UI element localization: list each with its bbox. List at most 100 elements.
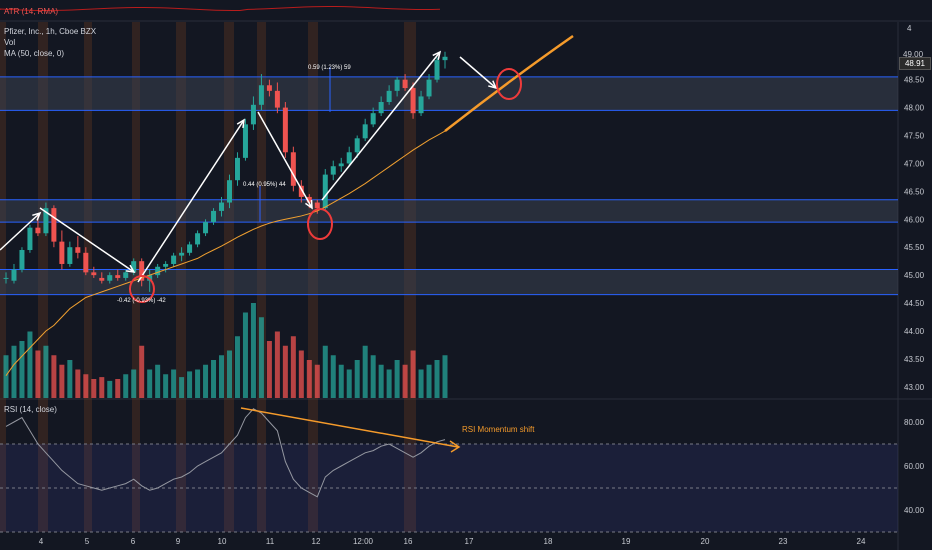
swing-arrowhead-1 (125, 264, 136, 273)
candle-body (139, 261, 145, 281)
price-tick-label: 48.50 (904, 76, 925, 85)
candle-body (171, 255, 177, 264)
swing-arrowhead-3 (305, 199, 313, 210)
volume-bar (35, 350, 41, 398)
volume-bar (115, 379, 121, 398)
volume-bar (226, 350, 232, 398)
time-tick-label: 16 (404, 537, 413, 546)
time-tick-label: 11 (266, 537, 275, 546)
time-tick-label: 4 (39, 537, 44, 546)
swing-arrow-1 (39, 207, 135, 273)
time-tick-label: 6 (131, 537, 136, 546)
partial-tick-49: 49.00 (903, 50, 924, 59)
time-tick-label: 24 (857, 537, 866, 546)
candle-body (35, 227, 41, 234)
sr-zone-1 (0, 199, 898, 223)
volume-label[interactable]: Vol (4, 38, 16, 47)
volume-bar (3, 355, 9, 398)
volume-bar (139, 345, 145, 398)
candle-body (442, 56, 448, 61)
candle-body (107, 275, 113, 281)
volume-bar (322, 345, 328, 398)
ma-label[interactable]: MA (50, close, 0) (4, 49, 65, 58)
volume-bar (75, 369, 81, 398)
candle-body (362, 124, 368, 139)
volume-bar (330, 355, 336, 398)
swing-arrowhead-2 (236, 118, 245, 129)
volume-bar (91, 379, 97, 398)
volume-bar (378, 364, 384, 398)
measure-label-3: -0.42 (-0.93%) -42 (117, 298, 166, 304)
candle-body (418, 96, 424, 114)
candle-body (290, 152, 296, 186)
volume-bar (123, 374, 129, 398)
candle-body (59, 241, 65, 264)
volume-bar (418, 369, 424, 398)
price-tick-label: 44.00 (904, 327, 925, 336)
volume-bar (362, 345, 368, 398)
volume-bar (442, 355, 448, 398)
volume-bar (314, 364, 320, 398)
rsi-shift-label: RSI Momentum shift (462, 425, 535, 434)
highlight-circle-1 (307, 208, 333, 240)
candle-body (242, 124, 248, 158)
volume-bar (258, 317, 264, 398)
swing-arrow-2 (137, 119, 245, 283)
price-tick-label: 47.00 (904, 159, 925, 168)
candle-body (91, 272, 97, 276)
candle-body (322, 174, 328, 209)
candle-body (298, 185, 304, 197)
rsi-label[interactable]: RSI (14, close) (4, 405, 57, 414)
candle-body (219, 202, 225, 211)
current-price-tag: 48.91 (899, 57, 931, 70)
swing-arrowhead-4 (432, 50, 442, 60)
time-tick-label: 5 (85, 537, 90, 546)
candle-body (3, 277, 9, 279)
volume-bar (11, 345, 17, 398)
candle-body (43, 208, 49, 234)
swing-arrow-3 (257, 111, 313, 209)
time-tick-label: 20 (701, 537, 710, 546)
volume-bar (346, 369, 352, 398)
candle-body (426, 79, 432, 97)
volume-bar (282, 345, 288, 398)
volume-bar (51, 355, 57, 398)
volume-bar (394, 360, 400, 398)
rsi-tick-label: 80.00 (904, 418, 925, 427)
candle-body (115, 275, 121, 278)
atr-label[interactable]: ATR (14, RMA) (4, 7, 59, 16)
swing-arrow-4 (321, 51, 441, 201)
volume-bar (203, 364, 209, 398)
time-tick-label: 17 (465, 537, 474, 546)
volume-bar (234, 336, 240, 398)
candle-body (226, 180, 232, 203)
price-tick-label: 46.00 (904, 215, 925, 224)
candle-body (274, 90, 280, 108)
volume-bar (59, 364, 65, 398)
volume-bar (386, 369, 392, 398)
time-tick-label: 23 (779, 537, 788, 546)
volume-bar (131, 369, 137, 398)
candle-body (19, 250, 25, 270)
volume-bar (67, 360, 73, 398)
price-tick-label: 45.50 (904, 243, 925, 252)
price-tick-label: 43.00 (904, 383, 925, 392)
sr-zone-0 (0, 76, 898, 111)
symbol-title[interactable]: Pfizer, Inc., 1h, Cboe BZX (4, 27, 97, 36)
volume-bar (211, 360, 217, 398)
candle-body (346, 152, 352, 164)
time-tick-label: 10 (218, 537, 227, 546)
candle-body (370, 113, 376, 125)
candle-body (282, 107, 288, 153)
volume-bar (426, 364, 432, 398)
rsi-momentum-arrowhead (449, 440, 461, 453)
candle-body (131, 261, 137, 273)
swing-arrow-5 (459, 56, 497, 89)
volume-bar (306, 360, 312, 398)
candle-body (306, 196, 312, 203)
candle-body (123, 272, 129, 278)
volume-bar (434, 360, 440, 398)
volume-bar (242, 312, 248, 398)
